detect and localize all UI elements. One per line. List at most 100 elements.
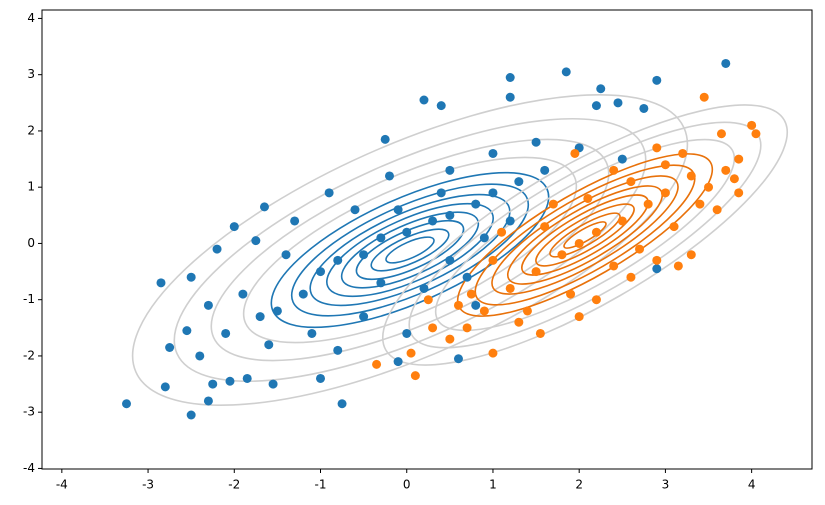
point bbox=[591, 101, 601, 111]
point bbox=[591, 227, 601, 237]
point bbox=[221, 328, 231, 338]
point bbox=[652, 264, 662, 274]
point bbox=[695, 199, 705, 209]
point bbox=[712, 205, 722, 215]
x-tick-label: -4 bbox=[56, 478, 68, 492]
point bbox=[747, 120, 757, 130]
point bbox=[445, 255, 455, 265]
point bbox=[402, 328, 412, 338]
point bbox=[384, 171, 394, 181]
point bbox=[652, 255, 662, 265]
point bbox=[548, 199, 558, 209]
point bbox=[186, 272, 196, 282]
point bbox=[445, 210, 455, 220]
point bbox=[574, 238, 584, 248]
point bbox=[660, 160, 670, 170]
point bbox=[522, 306, 532, 316]
y-tick-label: 2 bbox=[27, 123, 35, 137]
point bbox=[570, 148, 580, 158]
point bbox=[393, 205, 403, 215]
point bbox=[122, 399, 132, 409]
point bbox=[372, 359, 382, 369]
point bbox=[259, 202, 269, 212]
point bbox=[535, 328, 545, 338]
point bbox=[721, 58, 731, 68]
x-tick-label: 1 bbox=[489, 478, 497, 492]
point bbox=[652, 143, 662, 153]
point bbox=[428, 323, 438, 333]
point bbox=[566, 289, 576, 299]
point bbox=[479, 306, 489, 316]
point bbox=[505, 216, 515, 226]
point bbox=[514, 177, 524, 187]
point bbox=[505, 283, 515, 293]
point bbox=[635, 244, 645, 254]
y-tick-label: -3 bbox=[23, 405, 35, 419]
point bbox=[497, 227, 507, 237]
point bbox=[251, 236, 261, 246]
point bbox=[721, 165, 731, 175]
point bbox=[617, 154, 627, 164]
point bbox=[613, 98, 623, 108]
point bbox=[453, 300, 463, 310]
point bbox=[376, 278, 386, 288]
point bbox=[639, 103, 649, 113]
point bbox=[591, 295, 601, 305]
point bbox=[678, 148, 688, 158]
point bbox=[445, 334, 455, 344]
point bbox=[255, 312, 265, 322]
point bbox=[488, 348, 498, 358]
point bbox=[333, 255, 343, 265]
point bbox=[617, 216, 627, 226]
y-tick-label: 4 bbox=[27, 11, 35, 25]
point bbox=[290, 216, 300, 226]
point bbox=[419, 283, 429, 293]
density-contours bbox=[131, 93, 789, 407]
x-tick-label: -1 bbox=[315, 478, 327, 492]
point bbox=[531, 267, 541, 277]
point bbox=[186, 410, 196, 420]
point bbox=[596, 84, 606, 94]
point bbox=[488, 255, 498, 265]
point bbox=[729, 174, 739, 184]
point bbox=[406, 348, 416, 358]
point bbox=[531, 137, 541, 147]
point bbox=[376, 233, 386, 243]
point bbox=[428, 216, 438, 226]
point bbox=[393, 357, 403, 367]
y-tick-label: -4 bbox=[23, 461, 35, 475]
point bbox=[488, 148, 498, 158]
x-tick-label: 2 bbox=[575, 478, 583, 492]
point bbox=[307, 328, 317, 338]
y-tick-label: 3 bbox=[27, 67, 35, 81]
point bbox=[229, 222, 239, 232]
point bbox=[453, 354, 463, 364]
point bbox=[238, 289, 248, 299]
point bbox=[660, 188, 670, 198]
point bbox=[479, 233, 489, 243]
point bbox=[686, 171, 696, 181]
point bbox=[225, 376, 235, 386]
point bbox=[410, 371, 420, 381]
y-tick-label: -1 bbox=[23, 292, 35, 306]
point bbox=[704, 182, 714, 192]
point bbox=[350, 205, 360, 215]
point bbox=[165, 343, 175, 352]
point bbox=[195, 351, 205, 361]
point bbox=[380, 134, 390, 144]
point bbox=[514, 317, 524, 327]
point bbox=[574, 312, 584, 322]
point bbox=[272, 306, 282, 316]
y-tick-label: 1 bbox=[27, 180, 35, 194]
point bbox=[337, 399, 347, 409]
x-tick-label: 4 bbox=[748, 478, 756, 492]
point bbox=[298, 289, 308, 299]
point bbox=[462, 323, 472, 333]
point bbox=[160, 382, 170, 392]
point bbox=[203, 300, 213, 310]
point bbox=[436, 101, 446, 111]
point bbox=[540, 165, 550, 175]
point bbox=[423, 295, 433, 305]
